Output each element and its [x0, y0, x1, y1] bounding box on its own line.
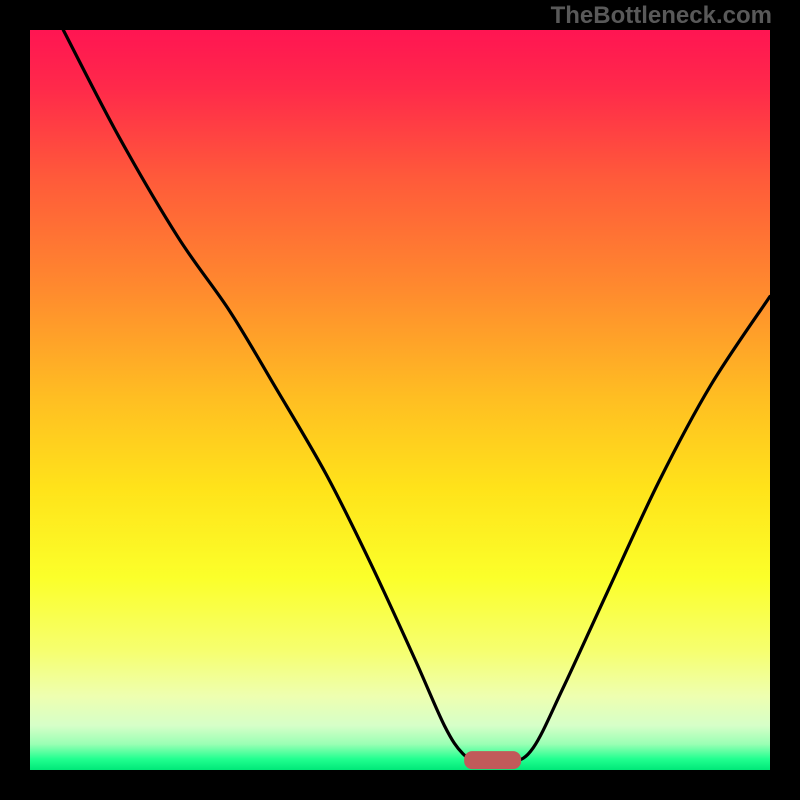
optimum-marker — [464, 752, 522, 770]
watermark-text: TheBottleneck.com — [551, 2, 772, 30]
plot-area — [30, 30, 770, 770]
bottleneck-curve — [30, 30, 770, 770]
chart-frame: TheBottleneck.com — [0, 0, 800, 800]
